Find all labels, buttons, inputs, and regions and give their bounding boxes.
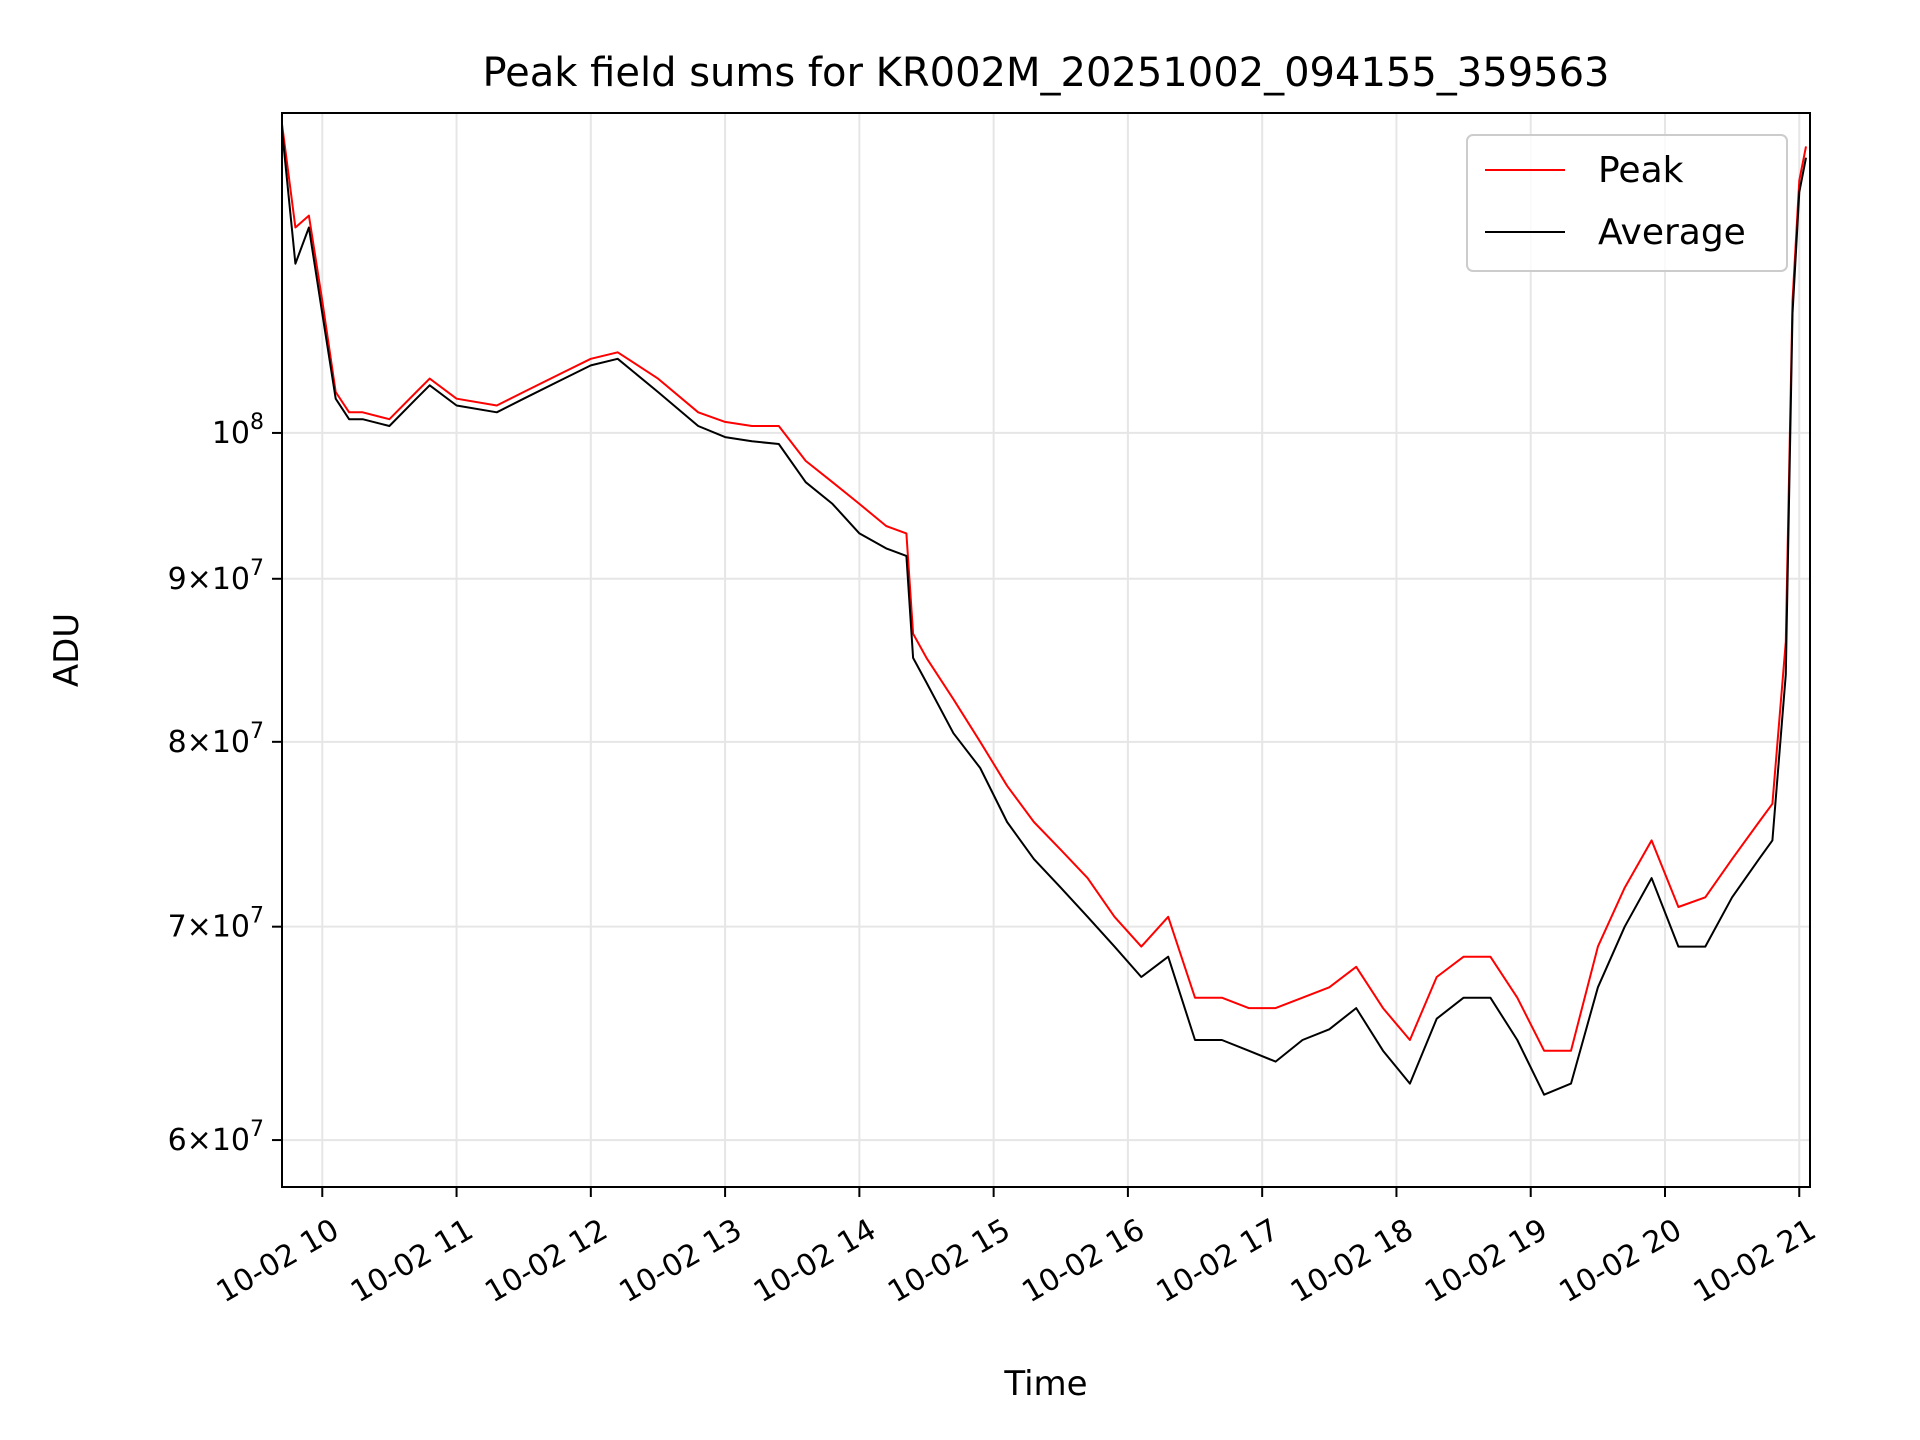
legend-average-label: Average <box>1598 212 1746 253</box>
y-tick-label: 9×107 <box>168 556 264 597</box>
y-tick-label: 6×107 <box>168 1117 264 1158</box>
y-axis: 6×107 7×107 8×107 9×107 108 <box>168 410 282 1158</box>
legend: Peak Average <box>1466 134 1788 272</box>
series-line-peak <box>281 123 1807 1052</box>
y-tick-label: 8×107 <box>168 719 264 760</box>
series-lines <box>281 123 1807 1096</box>
legend-peak-label: Peak <box>1598 150 1684 191</box>
grid <box>282 113 1810 1187</box>
series-line-average <box>281 129 1807 1096</box>
y-axis-label: ADU <box>47 613 87 687</box>
y-tick-label: 108 <box>212 410 264 451</box>
chart-title: Peak field sums for KR002M_20251002_0941… <box>482 50 1609 96</box>
x-axis-label: Time <box>1003 1364 1087 1404</box>
y-tick-label: 7×107 <box>168 904 264 945</box>
plot-frame <box>281 112 1811 1188</box>
